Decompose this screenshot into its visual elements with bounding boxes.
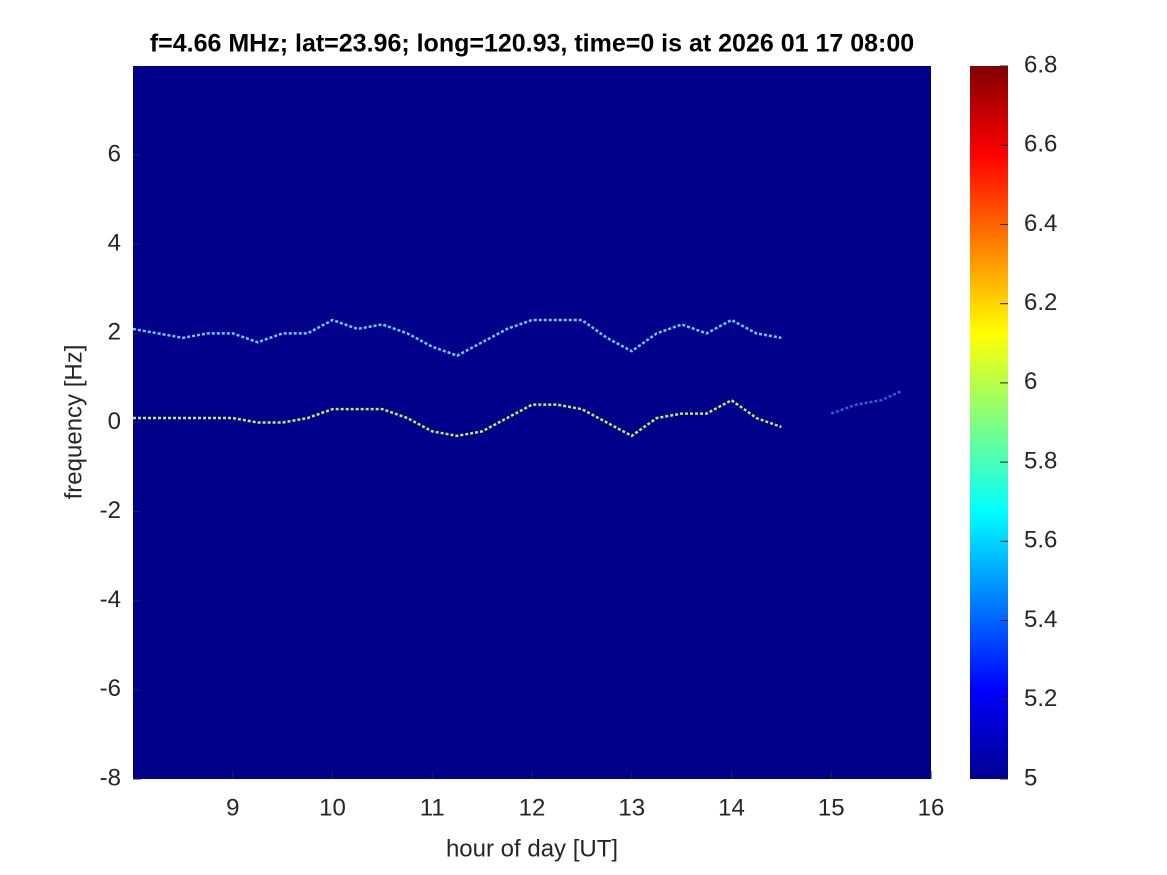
y-tick-label: 4 bbox=[108, 230, 121, 257]
colorbar-tick-label: 5 bbox=[1024, 764, 1037, 791]
colorbar-tick-label: 5.6 bbox=[1024, 527, 1057, 554]
chart-title: f=4.66 MHz; lat=23.96; long=120.93, time… bbox=[150, 30, 914, 58]
colorbar-tick-label: 5.2 bbox=[1024, 685, 1057, 712]
x-tick-label: 10 bbox=[319, 794, 346, 821]
y-tick-label: -8 bbox=[100, 764, 121, 791]
colorbar-tick-label: 6.6 bbox=[1024, 131, 1057, 158]
colorbar-tick-label: 6.8 bbox=[1024, 51, 1057, 78]
x-tick-label: 16 bbox=[918, 794, 945, 821]
trace bbox=[132, 318, 782, 358]
y-tick-label: -6 bbox=[100, 675, 121, 702]
x-tick-label: 14 bbox=[718, 794, 745, 821]
colorbar-tick-label: 6 bbox=[1024, 368, 1037, 395]
x-tick-label: 12 bbox=[519, 794, 546, 821]
colorbar-tick-label: 5.4 bbox=[1024, 606, 1057, 633]
x-tick-label: 15 bbox=[818, 794, 845, 821]
x-tick-label: 13 bbox=[618, 794, 645, 821]
x-tick-label: 9 bbox=[226, 794, 239, 821]
trace bbox=[133, 398, 782, 438]
colorbar-tick-label: 6.2 bbox=[1024, 289, 1057, 316]
y-tick-label: 0 bbox=[108, 408, 121, 435]
colorbar bbox=[970, 66, 1008, 779]
y-tick-label: -4 bbox=[100, 586, 121, 613]
y-tick-label: -2 bbox=[100, 497, 121, 524]
plot-area bbox=[133, 66, 931, 779]
y-tick-label: 2 bbox=[108, 319, 121, 346]
colorbar-tick-label: 6.4 bbox=[1024, 210, 1057, 237]
y-tick-label: 6 bbox=[108, 140, 121, 167]
x-axis-label: hour of day [UT] bbox=[446, 835, 618, 862]
colorbar-tick-label: 5.8 bbox=[1024, 447, 1057, 474]
trace bbox=[830, 390, 902, 415]
x-tick-label: 11 bbox=[420, 794, 445, 821]
y-axis-label: frequency [Hz] bbox=[60, 345, 87, 500]
